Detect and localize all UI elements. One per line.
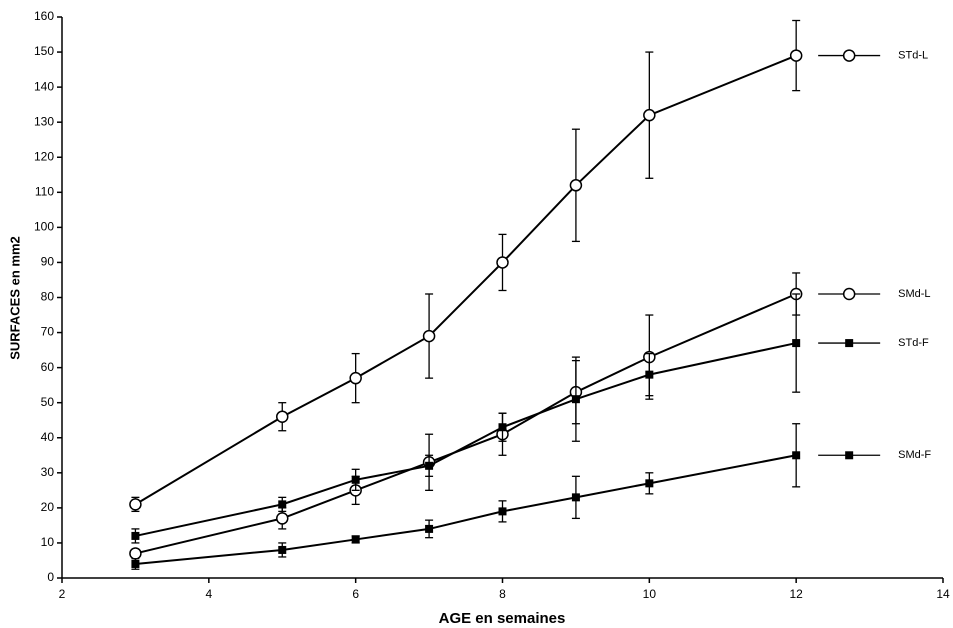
series-line [134, 54, 797, 506]
marker [349, 371, 362, 385]
y-tick-label: 10 [41, 535, 55, 549]
y-tick-label: 160 [34, 9, 54, 23]
y-tick-label: 30 [41, 465, 55, 479]
marker [498, 507, 507, 516]
x-tick-label: 12 [789, 587, 803, 601]
marker [129, 547, 142, 560]
marker [643, 108, 656, 122]
y-tick-label: 140 [34, 79, 54, 93]
y-tick-label: 130 [34, 114, 54, 128]
y-tick-label: 20 [41, 500, 55, 514]
x-axis-title: AGE en semaines [439, 610, 566, 627]
y-tick-label: 80 [41, 290, 55, 304]
series-line [135, 342, 797, 537]
marker [351, 475, 360, 484]
marker [131, 559, 140, 568]
marker [571, 395, 580, 404]
legend-label: STd-F [898, 337, 929, 349]
marker [425, 524, 434, 533]
y-tick-label: 100 [34, 220, 54, 234]
y-tick-label: 60 [41, 360, 55, 374]
marker [645, 479, 654, 488]
y-tick-label: 90 [41, 255, 55, 269]
marker [425, 461, 434, 470]
marker [498, 423, 507, 432]
legend-label: SMd-L [898, 288, 930, 300]
marker [131, 531, 140, 540]
marker [792, 339, 801, 348]
y-tick-label: 0 [47, 570, 54, 584]
y-tick-label: 150 [34, 44, 54, 58]
x-tick-label: 8 [499, 587, 506, 601]
marker [129, 498, 142, 511]
marker [571, 493, 580, 502]
y-tick-label: 40 [41, 430, 55, 444]
x-tick-label: 4 [205, 587, 212, 601]
y-axis-title: SURFACES en mm2 [7, 236, 22, 360]
x-tick-label: 2 [59, 587, 66, 601]
marker [792, 451, 801, 460]
marker [276, 512, 289, 525]
y-tick-label: 110 [35, 184, 54, 198]
series-line [135, 293, 797, 555]
legend-marker [845, 339, 854, 348]
marker [276, 410, 289, 423]
marker [278, 545, 287, 554]
y-tick-label: 120 [34, 149, 54, 163]
series-line [135, 454, 797, 565]
x-tick-label: 6 [352, 587, 359, 601]
legend-marker [842, 287, 856, 301]
legend-label: STd-L [898, 49, 928, 61]
legend-label: SMd-F [898, 449, 931, 461]
marker [569, 179, 583, 192]
legend-marker [845, 451, 854, 460]
legend-marker [842, 49, 856, 62]
marker [351, 535, 360, 544]
y-tick-label: 70 [41, 325, 55, 339]
x-tick-label: 10 [643, 587, 657, 601]
marker [496, 256, 509, 269]
x-tick-label: 14 [936, 587, 950, 601]
marker [422, 329, 436, 343]
y-tick-label: 50 [41, 395, 55, 409]
marker [789, 49, 803, 62]
marker [645, 370, 654, 379]
marker [278, 500, 287, 509]
